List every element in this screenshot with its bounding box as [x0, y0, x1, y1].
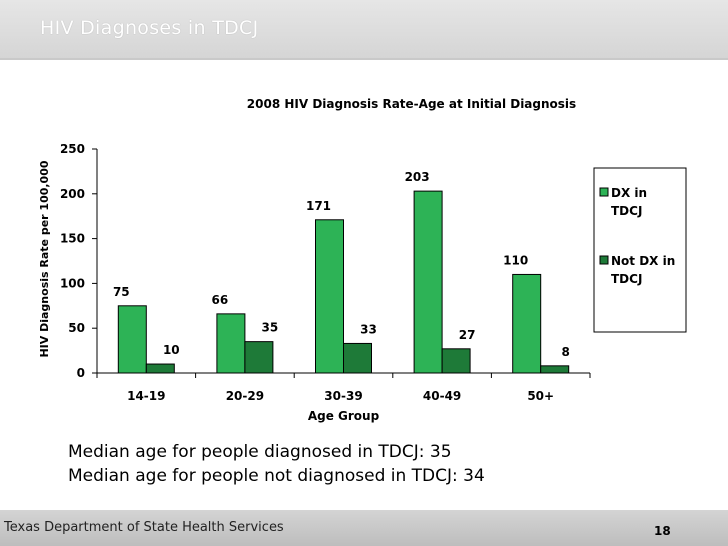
data-label: 33 — [360, 322, 377, 336]
data-label: 110 — [503, 253, 528, 267]
bar-not-dx-in-tdcj — [244, 341, 274, 374]
legend-label: TDCJ — [611, 204, 642, 218]
x-axis-label: Age Group — [308, 409, 380, 423]
legend-label: DX in — [611, 186, 647, 200]
bar-dx-in-tdcj — [315, 219, 344, 374]
legend-label: TDCJ — [611, 272, 642, 286]
notes: Median age for people diagnosed in TDCJ:… — [68, 440, 485, 488]
x-tick-label: 20-29 — [226, 389, 264, 403]
data-label: 203 — [405, 170, 430, 184]
legend-swatch — [599, 255, 609, 265]
bar-not-dx-in-tdcj — [441, 348, 471, 374]
y-tick-label: 150 — [60, 232, 85, 246]
data-label: 66 — [212, 293, 229, 307]
data-label: 171 — [306, 199, 331, 213]
note-median-diagnosed: Median age for people diagnosed in TDCJ:… — [68, 442, 452, 462]
bar-dx-in-tdcj — [216, 313, 246, 374]
title-bar: HIV Diagnoses in TDCJ — [0, 0, 728, 60]
y-tick-label: 50 — [68, 321, 85, 335]
y-tick-label: 0 — [77, 366, 85, 380]
chart-title: 2008 HIV Diagnosis Rate-Age at Initial D… — [247, 97, 576, 111]
note-median-not-diagnosed: Median age for people not diagnosed in T… — [68, 466, 485, 486]
data-label: 27 — [459, 328, 476, 342]
y-axis-label: HIV Diagnosis Rate per 100,000 — [38, 160, 51, 357]
data-label: 10 — [163, 343, 180, 357]
y-tick-label: 250 — [60, 142, 85, 156]
slide-title: HIV Diagnoses in TDCJ — [40, 17, 259, 39]
data-label: 35 — [262, 321, 279, 335]
data-label: 75 — [113, 285, 130, 299]
bar-not-dx-in-tdcj — [540, 365, 570, 374]
legend-swatch — [599, 187, 609, 197]
legend-label: Not DX in — [611, 254, 675, 268]
bar-dx-in-tdcj — [413, 190, 443, 374]
footer: Texas Department of State Health Service… — [0, 510, 728, 546]
x-tick-label: 40-49 — [423, 389, 461, 403]
page-number: 18 — [654, 524, 671, 538]
data-label: 8 — [562, 345, 570, 359]
x-tick-label: 14-19 — [127, 389, 165, 403]
y-tick-label: 100 — [60, 276, 85, 290]
x-tick-label: 50+ — [527, 389, 554, 403]
bar-dx-in-tdcj — [512, 273, 542, 374]
footer-organization: Texas Department of State Health Service… — [4, 520, 284, 535]
bar-not-dx-in-tdcj — [343, 342, 372, 374]
y-tick-label: 200 — [60, 187, 85, 201]
x-tick-label: 30-39 — [324, 389, 362, 403]
bar-not-dx-in-tdcj — [145, 363, 175, 374]
legend — [593, 167, 687, 333]
bar-chart: 2008 HIV Diagnosis Rate-Age at Initial D… — [38, 97, 687, 423]
bar-dx-in-tdcj — [117, 305, 147, 374]
